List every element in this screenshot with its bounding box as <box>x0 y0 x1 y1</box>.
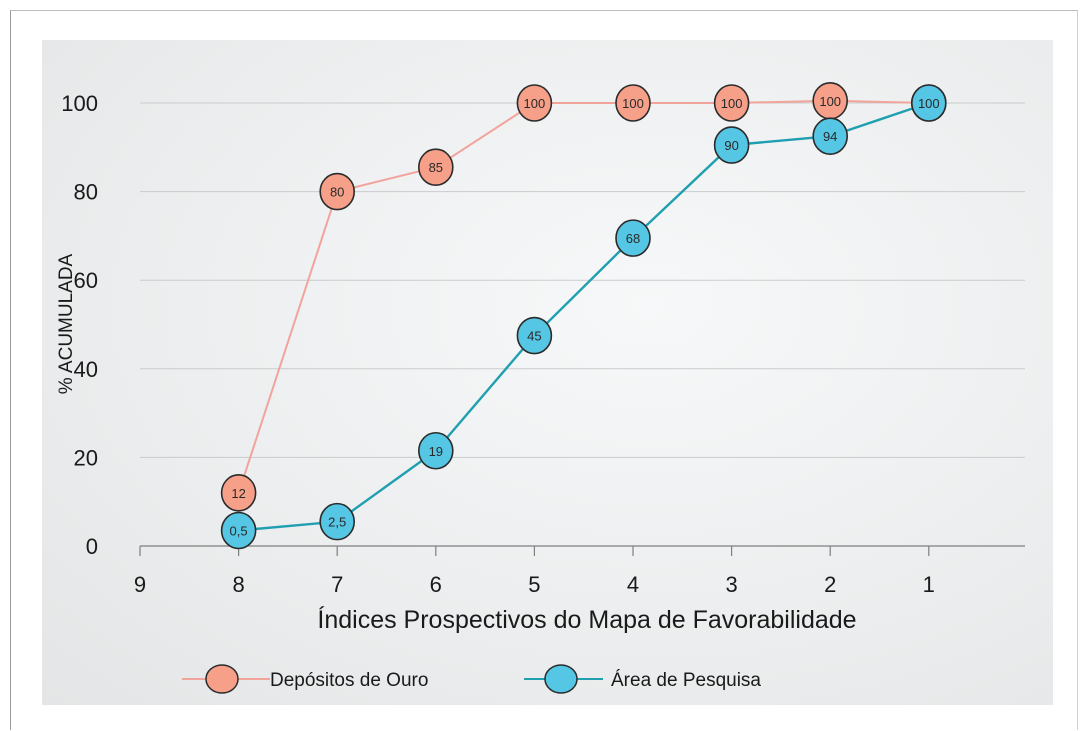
legend-item-area-de-pesquisa: Área de Pesquisa <box>524 664 761 694</box>
y-tick-label: 40 <box>74 357 98 382</box>
data-point-area-de-pesquisa <box>812 117 849 156</box>
chart-panel <box>42 40 1053 705</box>
x-tick-label: 4 <box>627 572 639 597</box>
data-point-depositos-de-ouro <box>516 84 553 122</box>
y-tick-label: 60 <box>74 268 98 293</box>
data-label-area-de-pesquisa: 68 <box>626 231 640 246</box>
y-tick-label: 0 <box>86 534 98 559</box>
x-tick-label: 9 <box>134 572 146 597</box>
data-label-area-de-pesquisa: 2,5 <box>328 515 346 530</box>
series-lines <box>237 99 930 532</box>
data-label-area-de-pesquisa: 0,5 <box>230 523 248 538</box>
series-line-area-de-pesquisa <box>238 101 930 532</box>
data-point-area-de-pesquisa <box>713 126 750 164</box>
data-point-depositos-de-ouro <box>319 172 356 211</box>
data-label-depositos-de-ouro: 100 <box>524 96 546 111</box>
data-label-depositos-de-ouro: 100 <box>819 94 841 109</box>
figure-frame <box>10 10 1078 730</box>
data-label-area-de-pesquisa: 90 <box>724 138 738 153</box>
data-label-area-de-pesquisa: 45 <box>527 329 541 344</box>
legend: Depósitos de Ouro Área de Pesquisa <box>182 664 761 694</box>
gridlines <box>140 102 1025 458</box>
data-label-depositos-de-ouro: 80 <box>330 185 344 200</box>
data-label-depositos-de-ouro: 12 <box>231 486 245 501</box>
y-tick-label: 80 <box>74 180 98 205</box>
x-tick-label: 7 <box>331 572 343 597</box>
y-tick-label: 20 <box>74 445 98 470</box>
legend-item-depositos-de-ouro: Depósitos de Ouro <box>182 664 428 694</box>
x-tick-label: 2 <box>824 572 836 597</box>
data-label-depositos-de-ouro: 100 <box>622 96 644 111</box>
legend-marker <box>205 664 239 694</box>
y-axis-title: % ACUMULADA <box>56 253 77 394</box>
data-label-area-de-pesquisa: 100 <box>918 96 940 111</box>
data-point-depositos-de-ouro <box>417 148 454 187</box>
data-label-area-de-pesquisa: 94 <box>823 129 837 144</box>
series-line-depositos-de-ouro <box>237 99 929 494</box>
x-tick-label: 5 <box>528 572 540 597</box>
legend-marker <box>544 664 578 694</box>
data-point-depositos-de-ouro <box>713 84 750 122</box>
legend-label: Área de Pesquisa <box>611 670 761 691</box>
x-axis-title: Índices Prospectivos do Mapa de Favorabi… <box>317 605 856 634</box>
y-tick-labels: 0 20 40 60 80 100 <box>61 91 98 559</box>
data-point-area-de-pesquisa <box>615 219 651 257</box>
data-label-depositos-de-ouro: 85 <box>429 160 443 175</box>
data-label-area-de-pesquisa: 19 <box>429 444 443 459</box>
data-point-area-de-pesquisa <box>417 431 454 470</box>
data-point-area-de-pesquisa <box>319 502 356 541</box>
data-point-depositos-de-ouro <box>615 84 651 122</box>
legend-label: Depósitos de Ouro <box>270 670 428 691</box>
data-point-area-de-pesquisa <box>516 316 553 355</box>
data-point-area-de-pesquisa <box>910 84 947 122</box>
x-tick-labels: 9 8 7 6 5 4 3 2 1 <box>134 572 935 597</box>
x-tick-label: 6 <box>430 572 442 597</box>
data-label-depositos-de-ouro: 100 <box>721 96 743 111</box>
data-point-area-de-pesquisa <box>220 511 257 550</box>
x-tick-label: 3 <box>725 572 737 597</box>
x-tick-label: 8 <box>232 572 244 597</box>
data-point-depositos-de-ouro <box>220 474 257 512</box>
axes <box>139 545 1025 556</box>
y-tick-label: 100 <box>61 91 98 116</box>
x-tick-label: 1 <box>923 572 935 597</box>
